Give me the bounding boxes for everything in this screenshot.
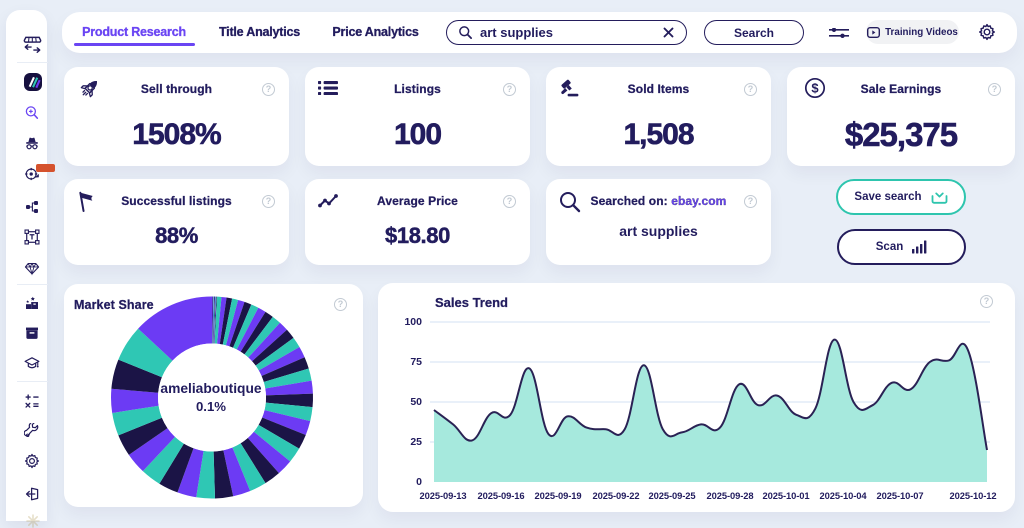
svg-text:100: 100 xyxy=(404,316,422,328)
svg-text:2025-09-16: 2025-09-16 xyxy=(478,490,525,501)
svg-text:2025-09-28: 2025-09-28 xyxy=(707,490,754,501)
svg-text:2025-09-25: 2025-09-25 xyxy=(649,490,696,501)
svg-text:2025-10-04: 2025-10-04 xyxy=(820,490,868,501)
svg-text:0.1%: 0.1% xyxy=(196,399,226,414)
svg-text:50: 50 xyxy=(410,396,422,408)
svg-text:2025-09-13: 2025-09-13 xyxy=(420,490,467,501)
svg-text:2025-10-01: 2025-10-01 xyxy=(763,490,810,501)
svg-text:2025-09-19: 2025-09-19 xyxy=(535,490,582,501)
svg-text:2025-10-12: 2025-10-12 xyxy=(950,490,997,501)
svg-text:0: 0 xyxy=(416,476,422,488)
svg-text:75: 75 xyxy=(410,356,422,368)
svg-text:2025-10-07: 2025-10-07 xyxy=(877,490,924,501)
svg-text:25: 25 xyxy=(410,436,422,448)
svg-text:ameliaboutique: ameliaboutique xyxy=(160,381,262,396)
svg-text:2025-09-22: 2025-09-22 xyxy=(593,490,640,501)
